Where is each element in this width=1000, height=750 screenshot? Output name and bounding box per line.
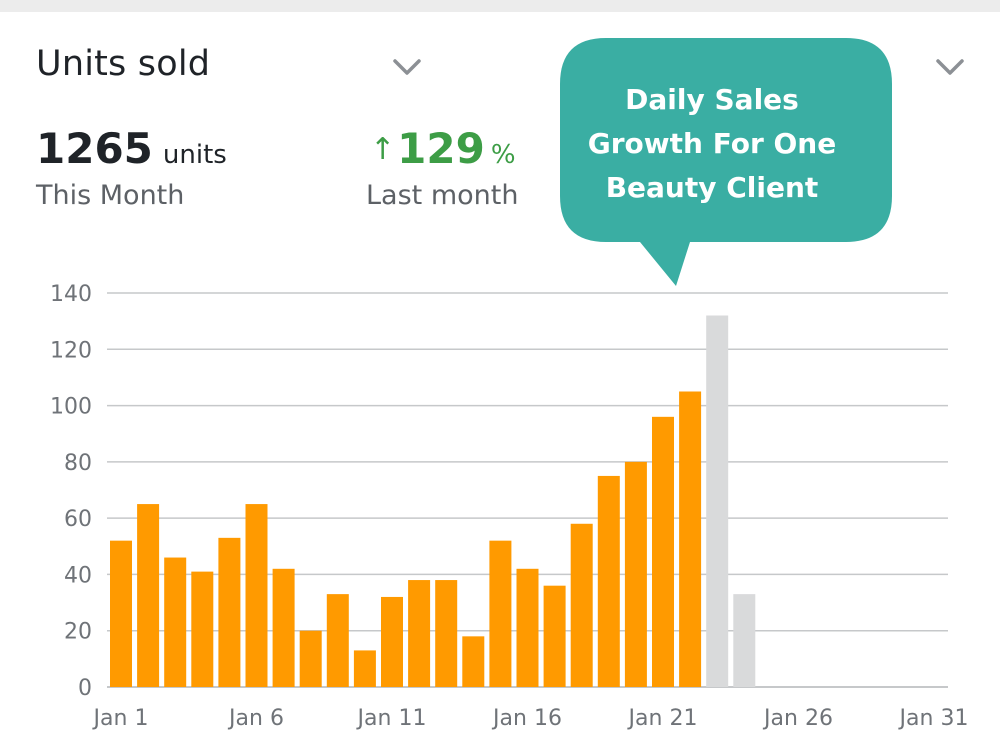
y-tick-label: 0 — [78, 676, 92, 701]
bar — [733, 594, 756, 687]
bar — [652, 416, 674, 687]
y-tick-label: 60 — [64, 507, 92, 532]
bar — [408, 580, 431, 687]
y-tick-label: 140 — [50, 282, 92, 307]
bar — [353, 650, 376, 687]
arrow-up-icon: ↑ — [370, 132, 396, 167]
bar — [164, 557, 187, 687]
bar — [110, 540, 132, 687]
chevron-down-icon[interactable] — [387, 52, 427, 82]
bar — [570, 523, 593, 687]
card-title: Units sold — [36, 44, 211, 84]
bar — [272, 568, 295, 687]
growth-unit: % — [490, 140, 516, 170]
bar — [299, 630, 322, 687]
x-tick-label: Jan 11 — [356, 706, 427, 731]
total-units-value: 1265 — [36, 124, 153, 173]
y-tick-label: 80 — [64, 451, 92, 476]
growth-value: 129 — [397, 124, 485, 173]
x-tick-label: Jan 31 — [898, 706, 969, 731]
y-tick-label: 40 — [64, 563, 92, 588]
x-tick-label: Jan 6 — [227, 706, 284, 731]
bar — [137, 504, 160, 687]
bar — [326, 594, 349, 687]
total-units: 1265 units — [36, 124, 227, 173]
total-units-unit: units — [162, 140, 227, 170]
y-tick-label: 120 — [50, 338, 92, 363]
x-tick-label: Jan 16 — [491, 706, 562, 731]
growth-label: Last month — [366, 180, 519, 211]
bar — [597, 475, 620, 687]
callout-line: Daily Sales — [625, 83, 799, 116]
chevron-down-icon[interactable] — [930, 52, 970, 82]
y-tick-label: 100 — [50, 395, 92, 420]
bar — [218, 537, 241, 687]
bar — [706, 315, 729, 687]
bar — [543, 585, 566, 687]
units-sold-bar-chart: 0 20 40 60 80 100 120 140 Jan 1 Jan 6 Jan 11 Jan 16… — [50, 282, 969, 731]
callout-line: Beauty Client — [605, 171, 819, 204]
bar — [516, 568, 539, 687]
bar — [435, 580, 458, 687]
bar — [191, 571, 214, 687]
growth-stat: ↑129% — [370, 124, 516, 173]
total-units-label: This Month — [36, 180, 185, 211]
bar — [245, 504, 268, 687]
callout-line: Growth For One — [587, 127, 837, 160]
bar — [462, 636, 485, 687]
y-tick-label: 20 — [64, 620, 92, 645]
callout-text: Daily Sales Growth For One Beauty Client — [563, 78, 861, 210]
bar — [679, 391, 702, 687]
bar — [489, 540, 512, 687]
top-divider — [0, 0, 1000, 12]
x-tick-label: Jan 21 — [627, 706, 698, 731]
bar — [381, 596, 403, 687]
bar — [624, 461, 647, 687]
x-tick-label: Jan 1 — [92, 706, 149, 731]
x-tick-label: Jan 26 — [762, 706, 833, 731]
